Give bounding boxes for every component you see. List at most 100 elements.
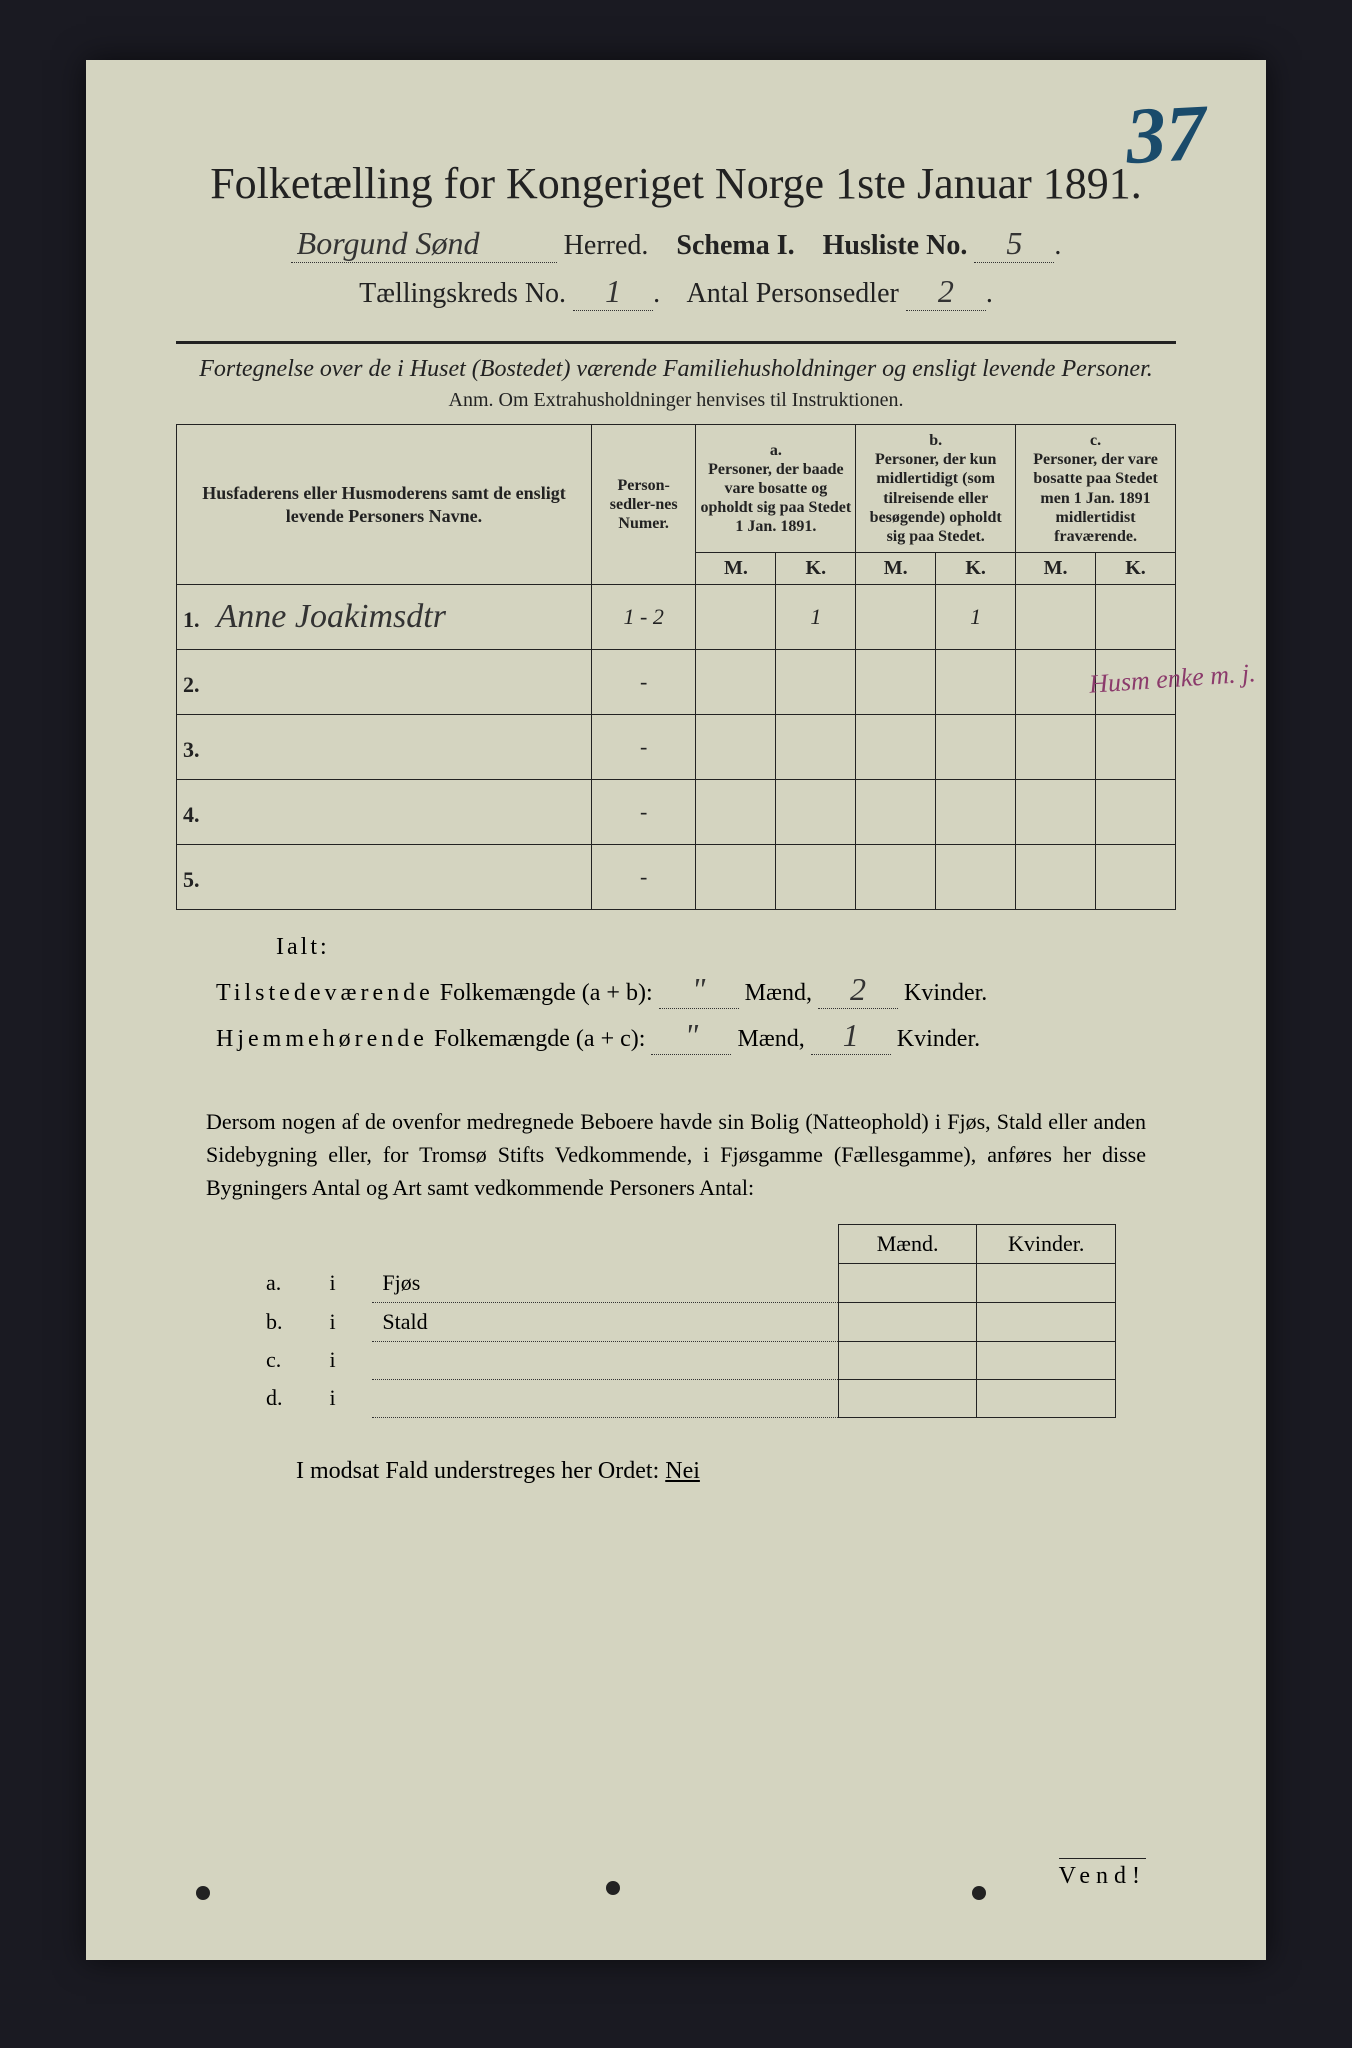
row-b-k	[936, 845, 1016, 910]
row-c-m	[1016, 585, 1096, 650]
header-line-2: Borgund Sønd Herred. Schema I. Husliste …	[176, 225, 1176, 263]
row-c-m	[1016, 715, 1096, 780]
antal-label: Antal Personsedler	[687, 278, 899, 309]
outbuilding-table: Mænd. Kvinder. a.iFjøsb.iStaldc.id.i	[256, 1224, 1116, 1418]
col-personsedler: Person-sedler-nes Numer.	[591, 425, 696, 585]
outb-letter: d.	[256, 1379, 319, 1417]
outb-kvinder-hdr: Kvinder.	[977, 1225, 1116, 1264]
sum2-folk: Folkemængde (a + c):	[434, 1026, 646, 1052]
outb-maend-cell	[838, 1341, 977, 1379]
taellingskreds-label: Tællingskreds No.	[359, 278, 566, 309]
outb-kvinder-cell	[977, 1302, 1116, 1341]
row-a-k	[776, 650, 856, 715]
row-a-k: 1	[776, 585, 856, 650]
nei-word: Nei	[665, 1458, 700, 1484]
vend-label: Vend!	[1059, 1858, 1146, 1890]
row-a-m	[696, 585, 776, 650]
row-b-k	[936, 650, 1016, 715]
row-sedler: -	[591, 715, 696, 780]
row-name-cell: 2.	[177, 650, 592, 715]
outb-label: Stald	[372, 1302, 838, 1341]
outb-letter: a.	[256, 1264, 319, 1303]
sum2-label: Hjemmehørende	[216, 1026, 428, 1052]
col-c-text: Personer, der vare bosatte paa Stedet me…	[1033, 451, 1158, 545]
header-line-3: Tællingskreds No. 1. Antal Personsedler …	[176, 273, 1176, 311]
row-a-m	[696, 650, 776, 715]
row-c-k	[1096, 845, 1176, 910]
outb-i: i	[319, 1341, 372, 1379]
outb-row: c.i	[256, 1341, 1116, 1379]
sum-line-1: Tilstedeværende Folkemængde (a + b): " M…	[216, 971, 1176, 1009]
sum-line-2: Hjemmehørende Folkemængde (a + c): " Mæn…	[216, 1017, 1176, 1055]
row-a-m	[696, 780, 776, 845]
sum1-kvinder-lbl: Kvinder.	[904, 980, 987, 1006]
row-a-m	[696, 715, 776, 780]
row-a-m	[696, 845, 776, 910]
sum1-maend-val: "	[659, 971, 739, 1009]
col-a-label: a.	[770, 442, 782, 459]
col-c-m: M.	[1016, 553, 1096, 585]
row-b-k	[936, 715, 1016, 780]
ink-dot	[196, 1886, 210, 1900]
outb-row: b.iStald	[256, 1302, 1116, 1341]
col-names-text: Husfaderens eller Husmoderens samt de en…	[202, 483, 566, 526]
col-a-text: Personer, der baade vare bosatte og opho…	[701, 461, 852, 536]
outb-label	[372, 1379, 838, 1417]
col-c-k: K.	[1096, 553, 1176, 585]
husliste-value: 5	[974, 225, 1054, 263]
row-b-m	[856, 715, 936, 780]
outb-maend-cell	[838, 1379, 977, 1417]
row-b-k	[936, 780, 1016, 845]
row-b-k: 1	[936, 585, 1016, 650]
row-c-k	[1096, 715, 1176, 780]
row-a-k	[776, 845, 856, 910]
sum2-maend-val: "	[651, 1017, 731, 1055]
sum2-kvinder-val: 1	[811, 1017, 891, 1055]
sum1-label: Tilstedeværende	[216, 980, 434, 1006]
outb-maend-cell	[838, 1264, 977, 1303]
sum2-maend-lbl: Mænd,	[737, 1026, 804, 1052]
row-c-k	[1096, 585, 1176, 650]
table-row: 3. -	[177, 715, 1176, 780]
outb-letter: b.	[256, 1302, 319, 1341]
outb-i: i	[319, 1264, 372, 1303]
outb-kvinder-cell	[977, 1379, 1116, 1417]
divider	[176, 341, 1176, 344]
col-b-k: K.	[936, 553, 1016, 585]
anm-note: Anm. Om Extrahusholdninger henvises til …	[176, 389, 1176, 412]
row-c-k	[1096, 780, 1176, 845]
row-sedler: -	[591, 845, 696, 910]
schema-label: Schema I.	[676, 230, 794, 261]
row-c-m	[1016, 780, 1096, 845]
nei-text: I modsat Fald understreges her Ordet:	[296, 1458, 659, 1484]
col-a: a. Personer, der baade vare bosatte og o…	[696, 425, 856, 553]
sum1-folk: Folkemængde (a + b):	[440, 980, 653, 1006]
col-c: c. Personer, der vare bosatte paa Stedet…	[1016, 425, 1176, 553]
row-c-m	[1016, 845, 1096, 910]
table-row: 2. -	[177, 650, 1176, 715]
outb-label	[372, 1341, 838, 1379]
nei-line: I modsat Fald understreges her Ordet: Ne…	[296, 1458, 1176, 1485]
row-name-cell: 5.	[177, 845, 592, 910]
table-row: 4. -	[177, 780, 1176, 845]
census-form-page: 37 Folketælling for Kongeriget Norge 1st…	[86, 60, 1266, 1960]
col-a-m: M.	[696, 553, 776, 585]
herred-label: Herred.	[564, 230, 649, 261]
page-title: Folketælling for Kongeriget Norge 1ste J…	[176, 158, 1176, 209]
row-name-cell: 1. Anne Joakimsdtr	[177, 585, 592, 650]
row-a-k	[776, 780, 856, 845]
ialt-label: Ialt:	[276, 934, 1176, 961]
sum1-maend-lbl: Mænd,	[745, 980, 812, 1006]
outb-i: i	[319, 1379, 372, 1417]
outb-row: d.i	[256, 1379, 1116, 1417]
ink-dot	[606, 1881, 620, 1895]
row-name-cell: 3.	[177, 715, 592, 780]
table-row: 5. -	[177, 845, 1176, 910]
sum1-kvinder-val: 2	[818, 971, 898, 1009]
outb-maend-hdr: Mænd.	[838, 1225, 977, 1264]
row-b-m	[856, 650, 936, 715]
row-sedler: -	[591, 780, 696, 845]
outb-label: Fjøs	[372, 1264, 838, 1303]
row-b-m	[856, 585, 936, 650]
col-b-label: b.	[929, 432, 942, 449]
